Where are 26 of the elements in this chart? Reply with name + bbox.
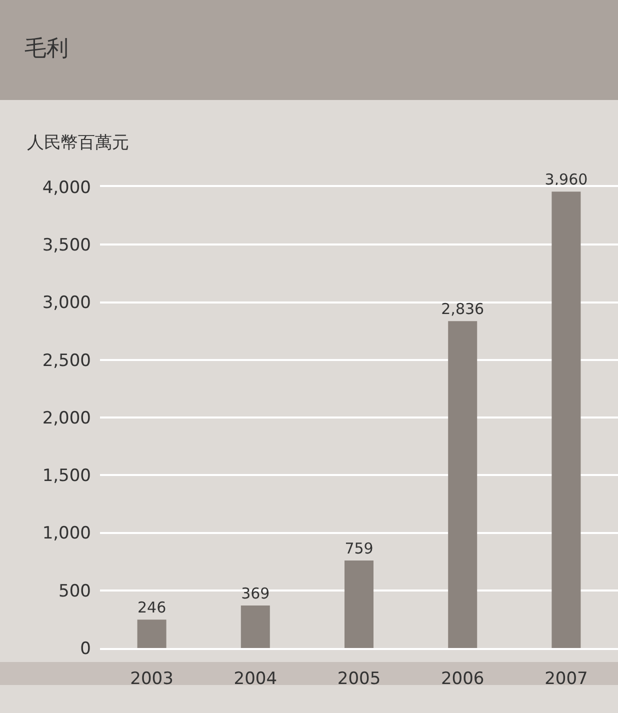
x-tick-label: 2004: [234, 669, 278, 690]
data-label: 3,960: [544, 170, 588, 189]
data-label: 2,836: [441, 300, 484, 318]
y-axis-title: 人民幣百萬元: [27, 133, 129, 153]
x-tick-label: 2005: [337, 669, 381, 690]
y-tick-label: 0: [80, 638, 91, 659]
y-tick-label: 2,500: [42, 350, 91, 371]
y-tick-label: 3,500: [42, 236, 91, 256]
y-tick-label: 1,500: [42, 466, 91, 486]
y-tick-label: 4,000: [42, 178, 91, 198]
data-label: 759: [344, 540, 374, 558]
data-label: 369: [241, 584, 270, 602]
chart-title: 毛利: [24, 36, 69, 62]
bar: [137, 620, 166, 648]
y-tick-label: 2,000: [42, 408, 91, 428]
y-tick-label: 1,000: [42, 524, 91, 544]
data-label: 246: [137, 598, 166, 617]
bar: [344, 560, 374, 648]
bar: [552, 192, 581, 648]
x-tick-label: 2003: [130, 669, 174, 690]
x-tick-label: 2007: [544, 669, 588, 690]
y-tick-label: 3,000: [42, 293, 91, 314]
x-tick-label: 2006: [440, 669, 484, 690]
bar: [448, 321, 478, 648]
bar: [240, 605, 270, 648]
y-tick-label: 500: [58, 581, 91, 602]
